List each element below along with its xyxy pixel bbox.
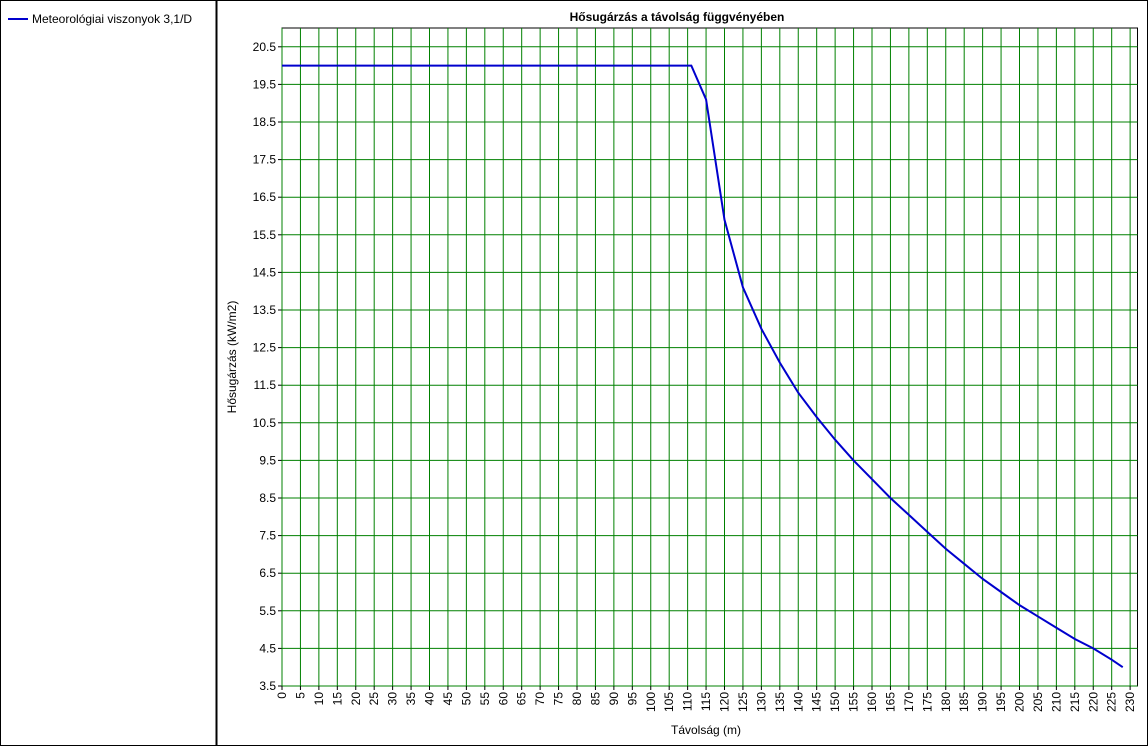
- x-tick-label: 195: [994, 692, 1008, 712]
- x-tick-label: 25: [367, 692, 381, 706]
- x-tick-label: 40: [423, 692, 437, 706]
- x-tick-label: 105: [662, 692, 676, 712]
- x-tick-label: 165: [883, 692, 897, 712]
- x-tick-label: 60: [496, 692, 510, 706]
- x-tick-label: 95: [625, 692, 639, 706]
- x-tick-label: 65: [515, 692, 529, 706]
- x-tick-label: 45: [441, 692, 455, 706]
- x-tick-label: 205: [1031, 692, 1045, 712]
- x-tick-label: 210: [1049, 692, 1063, 712]
- series-line: [282, 64, 1124, 669]
- y-tick-label: 13.5: [253, 303, 277, 317]
- x-tick-label: 75: [552, 692, 566, 706]
- y-tick-label: 11.5: [254, 378, 277, 392]
- x-tick-label: 145: [810, 692, 824, 712]
- y-tick-label: 7.5: [259, 529, 276, 543]
- x-tick-label: 80: [570, 692, 584, 706]
- x-tick-label: 115: [699, 692, 713, 711]
- x-tick-label: 30: [386, 692, 400, 706]
- y-tick-label: 17.5: [253, 153, 277, 167]
- y-tick-label: 9.5: [259, 453, 276, 467]
- y-tick-label: 18.5: [253, 115, 277, 129]
- x-tick-label: 15: [330, 692, 344, 706]
- legend: Meteorológiai viszonyok 3,1/D: [8, 12, 192, 26]
- y-tick-label: 6.5: [259, 566, 276, 580]
- x-tick-label: 70: [533, 692, 547, 706]
- y-tick-label: 14.5: [253, 265, 277, 279]
- x-tick-label: 5: [293, 692, 307, 699]
- y-tick-label: 4.5: [259, 641, 276, 655]
- x-tick-label: 190: [976, 692, 990, 712]
- x-tick-label: 150: [828, 692, 842, 712]
- x-tick-label: 215: [1068, 692, 1082, 712]
- x-tick-label: 230: [1123, 692, 1137, 712]
- y-tick-label: 8.5: [259, 491, 276, 505]
- x-tick-label: 170: [902, 692, 916, 712]
- x-tick-label: 125: [736, 692, 750, 712]
- plot: [282, 64, 1124, 669]
- x-tick-label: 200: [1013, 692, 1027, 712]
- x-tick-label: 135: [773, 692, 787, 712]
- x-tick-label: 100: [644, 692, 658, 712]
- y-tick-label: 16.5: [253, 190, 277, 204]
- y-tick-label: 5.5: [259, 604, 276, 618]
- y-tick-label: 3.5: [259, 679, 276, 693]
- x-axis-label: Távolság (m): [671, 723, 741, 737]
- y-tick-label: 20.5: [253, 40, 277, 54]
- x-tick-label: 175: [920, 692, 934, 712]
- x-tick-label: 185: [957, 692, 971, 712]
- x-tick-label: 220: [1086, 692, 1100, 712]
- x-tick-label: 130: [754, 692, 768, 712]
- y-tick-label: 10.5: [253, 416, 277, 430]
- x-tick-label: 110: [681, 692, 695, 711]
- x-tick-label: 160: [865, 692, 879, 712]
- y-axis-label: Hősugárzás (kW/m2): [225, 301, 239, 414]
- x-tick-label: 55: [478, 692, 492, 706]
- x-tick-label: 155: [847, 692, 861, 712]
- x-tick-label: 35: [404, 692, 418, 706]
- x-tick-label: 120: [718, 692, 732, 712]
- legend-label: Meteorológiai viszonyok 3,1/D: [32, 12, 192, 26]
- y-tick-label: 15.5: [253, 228, 277, 242]
- x-tick-label: 140: [791, 692, 805, 712]
- x-tick-label: 90: [607, 692, 621, 706]
- grid: 3.5 4.5 5.5 6.5 7.5 8.5 9.5 10.5 11.5 12.5 13.5 14.…: [253, 27, 1138, 712]
- y-tick-label: 12.5: [253, 341, 277, 355]
- x-tick-label: 0: [275, 692, 289, 699]
- x-tick-label: 50: [459, 692, 473, 706]
- x-tick-label: 85: [588, 692, 602, 706]
- x-tick-label: 10: [312, 692, 326, 706]
- x-tick-label: 225: [1105, 692, 1119, 712]
- chart-title: Hősugárzás a távolság függvényében: [570, 10, 785, 24]
- x-tick-label: 20: [349, 692, 363, 706]
- y-tick-label: 19.5: [253, 77, 277, 91]
- x-tick-label: 180: [939, 692, 953, 712]
